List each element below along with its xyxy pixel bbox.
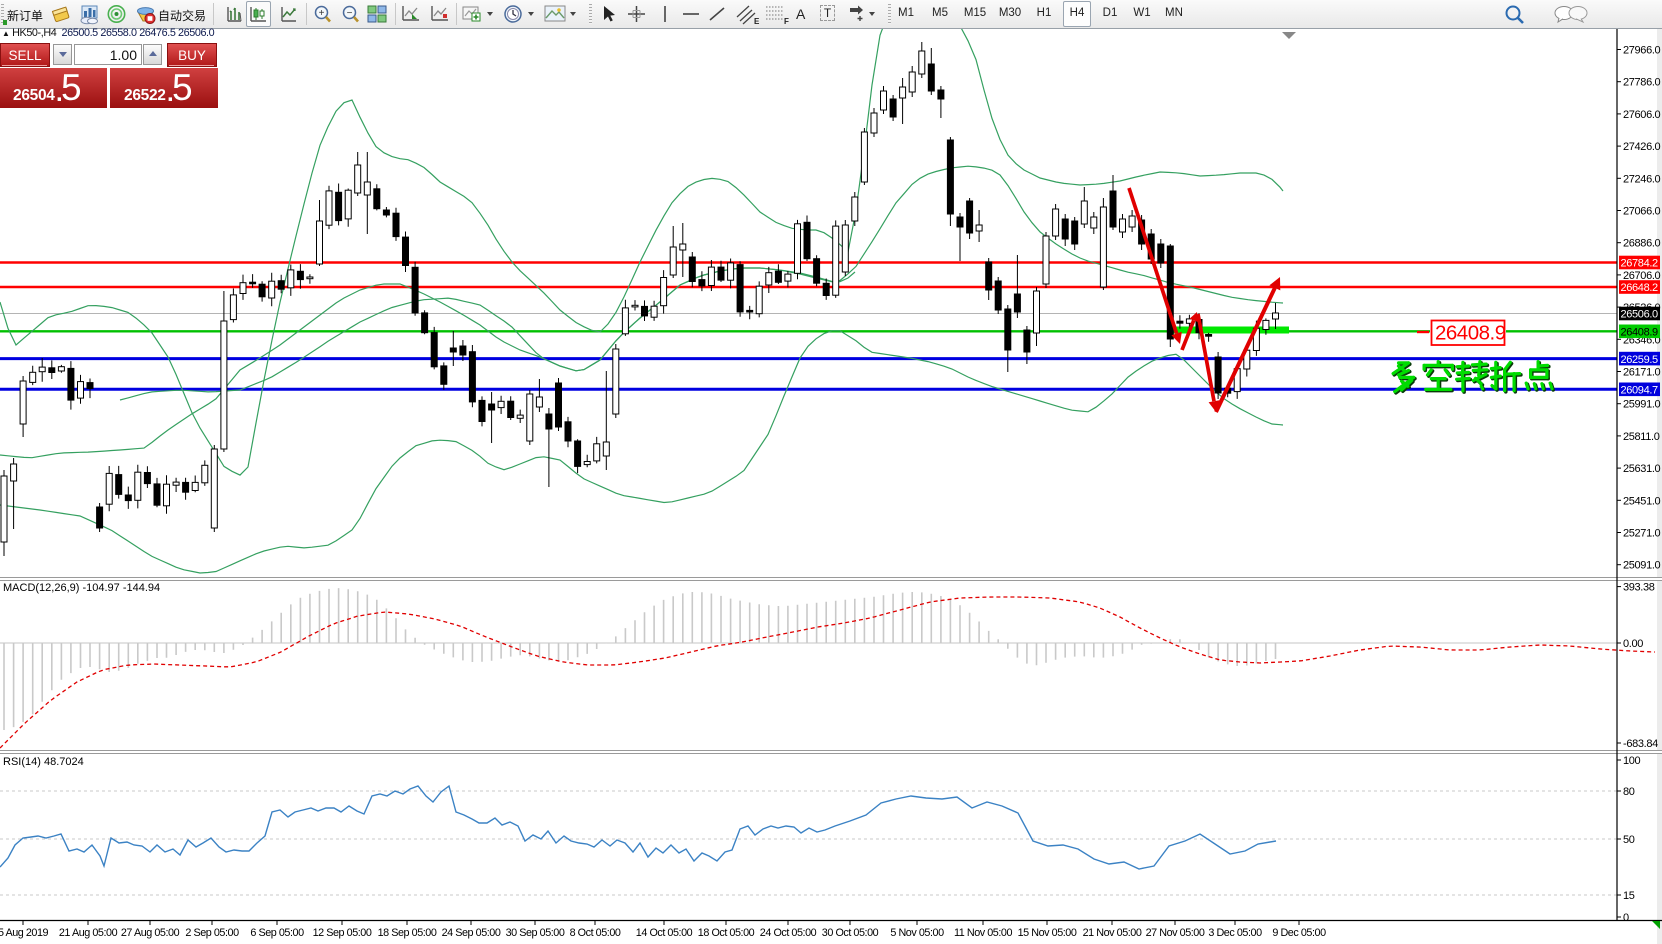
svg-text:26648.2: 26648.2 [1621,282,1659,294]
svg-text:15 Nov 05:00: 15 Nov 05:00 [1018,927,1077,939]
svg-text:21 Nov 05:00: 21 Nov 05:00 [1083,927,1142,939]
svg-text:27246.0: 27246.0 [1623,173,1661,185]
svg-text:RSI(14) 48.7024: RSI(14) 48.7024 [3,756,84,768]
svg-text:18 Sep 05:00: 18 Sep 05:00 [378,927,437,939]
svg-text:27606.0: 27606.0 [1623,109,1661,121]
svg-text:+: + [319,8,325,19]
svg-text:27 Aug 05:00: 27 Aug 05:00 [121,927,180,939]
svg-text:2 Sep 05:00: 2 Sep 05:00 [185,927,239,939]
svg-text:27066.0: 27066.0 [1623,206,1661,218]
svg-text:18 Oct 05:00: 18 Oct 05:00 [698,927,755,939]
svg-text:11 Nov 05:00: 11 Nov 05:00 [954,927,1012,939]
svg-text:25451.0: 25451.0 [1623,495,1661,507]
svg-text:6 Sep 05:00: 6 Sep 05:00 [250,927,304,939]
svg-text:80: 80 [1623,786,1635,798]
svg-text:27426.0: 27426.0 [1623,141,1661,153]
svg-text:21 Aug 05:00: 21 Aug 05:00 [59,927,118,939]
svg-text:24 Oct 05:00: 24 Oct 05:00 [760,927,817,939]
svg-text:-683.84: -683.84 [1623,738,1658,750]
svg-text:50: 50 [1623,834,1635,846]
svg-text:3 Dec 05:00: 3 Dec 05:00 [1208,927,1262,939]
svg-text:9 Dec 05:00: 9 Dec 05:00 [1272,927,1326,939]
svg-text:26886.0: 26886.0 [1623,238,1661,250]
svg-text:26094.7: 26094.7 [1621,385,1659,397]
svg-text:−: − [347,8,353,19]
svg-text:25271.0: 25271.0 [1623,528,1661,540]
svg-text:0.00: 0.00 [1623,638,1643,650]
svg-text:393.38: 393.38 [1623,582,1655,594]
svg-text:MACD(12,26,9) -104.97 -144.94: MACD(12,26,9) -104.97 -144.94 [3,582,160,594]
svg-text:26171.0: 26171.0 [1623,367,1661,379]
svg-text:30 Oct 05:00: 30 Oct 05:00 [822,927,879,939]
svg-text:26408.9: 26408.9 [1621,327,1659,339]
svg-text:0: 0 [1623,912,1629,924]
svg-text:E: E [754,17,760,26]
svg-text:8 Oct 05:00: 8 Oct 05:00 [570,927,621,939]
svg-text:5 Aug 2019: 5 Aug 2019 [0,927,49,939]
svg-text:26408.9: 26408.9 [1435,322,1506,345]
svg-text:26259.5: 26259.5 [1621,354,1659,366]
svg-text:27 Nov 05:00: 27 Nov 05:00 [1146,927,1205,939]
svg-text:24 Sep 05:00: 24 Sep 05:00 [442,927,501,939]
svg-text:14 Oct 05:00: 14 Oct 05:00 [636,927,693,939]
svg-text:15: 15 [1623,890,1635,902]
svg-text:27786.0: 27786.0 [1623,77,1661,89]
svg-text:25991.0: 25991.0 [1623,399,1661,411]
svg-text:25091.0: 25091.0 [1623,560,1661,572]
svg-text:100: 100 [1623,755,1641,767]
svg-text:5 Nov 05:00: 5 Nov 05:00 [890,927,944,939]
svg-text:12 Sep 05:00: 12 Sep 05:00 [313,927,372,939]
svg-text:25631.0: 25631.0 [1623,463,1661,475]
svg-text:25811.0: 25811.0 [1623,431,1660,443]
svg-text:26706.0: 26706.0 [1623,270,1661,282]
svg-text:30 Sep 05:00: 30 Sep 05:00 [506,927,565,939]
svg-text:26506.0: 26506.0 [1621,309,1659,321]
svg-text:27966.0: 27966.0 [1623,45,1661,57]
svg-text:F: F [784,17,789,26]
svg-text:26784.2: 26784.2 [1621,258,1659,270]
